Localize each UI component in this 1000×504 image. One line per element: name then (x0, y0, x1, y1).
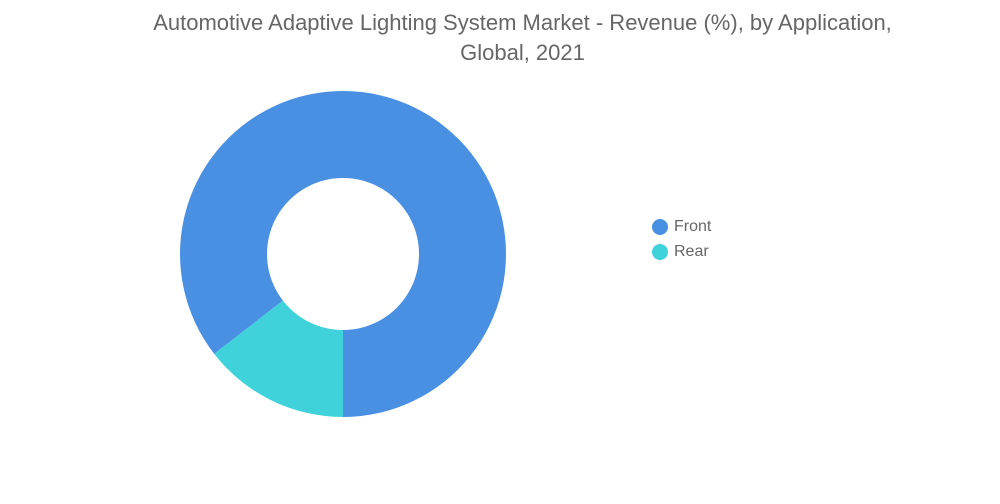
donut-slice-front (180, 90, 507, 418)
legend-label-front: Front (674, 217, 712, 235)
legend-label-rear: Rear (674, 242, 709, 260)
legend-item-front: Front (652, 214, 711, 239)
legend: Front Rear (652, 214, 711, 264)
legend-swatch-front (652, 218, 668, 235)
legend-swatch-rear (652, 243, 668, 260)
legend-item-rear: Rear (652, 239, 711, 264)
chart-title-line-2: Global, 2021 (460, 40, 585, 65)
chart-title-line-1: Automotive Adaptive Lighting System Mark… (153, 10, 892, 35)
donut-slice-rear (214, 300, 343, 417)
chart-title: Automotive Adaptive Lighting System Mark… (80, 8, 965, 68)
